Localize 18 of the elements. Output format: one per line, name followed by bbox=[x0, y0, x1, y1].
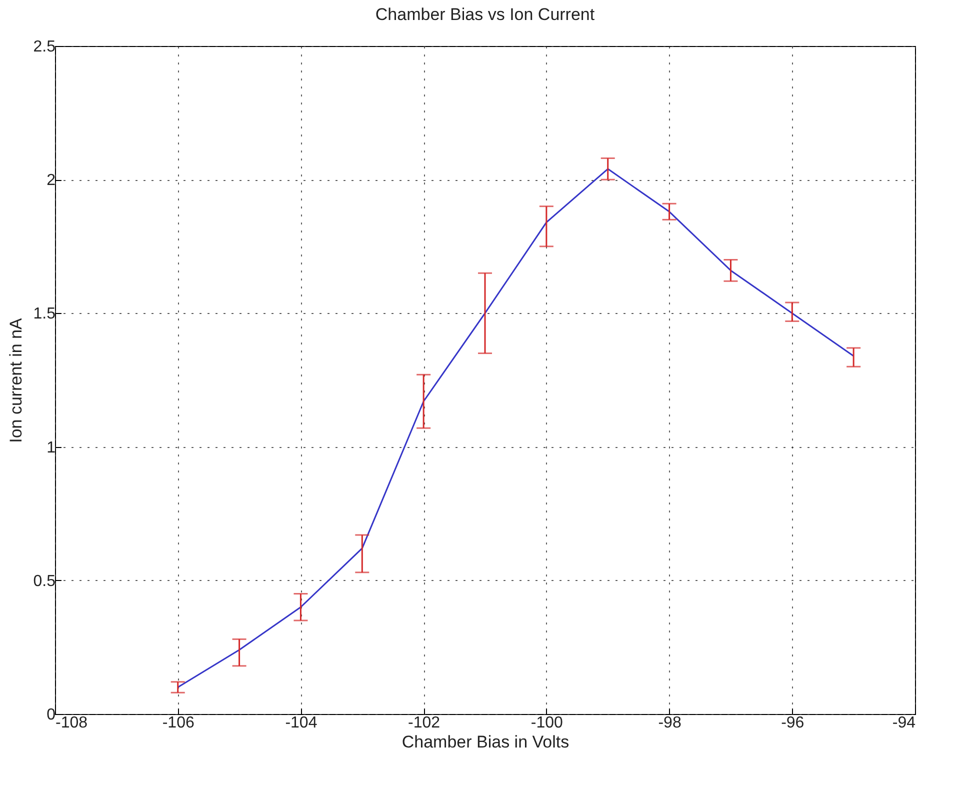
y-tick-label: 0.5 bbox=[33, 572, 56, 590]
x-tick-label: -106 bbox=[162, 714, 194, 732]
x-tick-label: -94 bbox=[892, 714, 916, 732]
x-tick-label: -100 bbox=[530, 714, 564, 732]
line-series bbox=[177, 168, 854, 688]
x-tick-label: -108 bbox=[56, 714, 88, 732]
x-tick-label: -96 bbox=[781, 714, 804, 732]
y-tick-label: 0 bbox=[46, 706, 56, 724]
y-tick-label: 1.5 bbox=[33, 306, 56, 323]
x-tick-label: -104 bbox=[285, 714, 318, 732]
y-tick-label: 1 bbox=[46, 439, 56, 456]
chart-title: Chamber Bias vs Ion Current bbox=[375, 5, 595, 24]
x-axis-title: Chamber Bias in Volts bbox=[402, 732, 570, 752]
y-tick-label: 2.5 bbox=[33, 38, 56, 56]
y-tick-label: 2 bbox=[46, 172, 56, 190]
x-tick-label: -102 bbox=[408, 714, 440, 732]
y-axis-title: Ion current in nA bbox=[6, 317, 26, 443]
x-tick-label: -98 bbox=[658, 714, 682, 732]
